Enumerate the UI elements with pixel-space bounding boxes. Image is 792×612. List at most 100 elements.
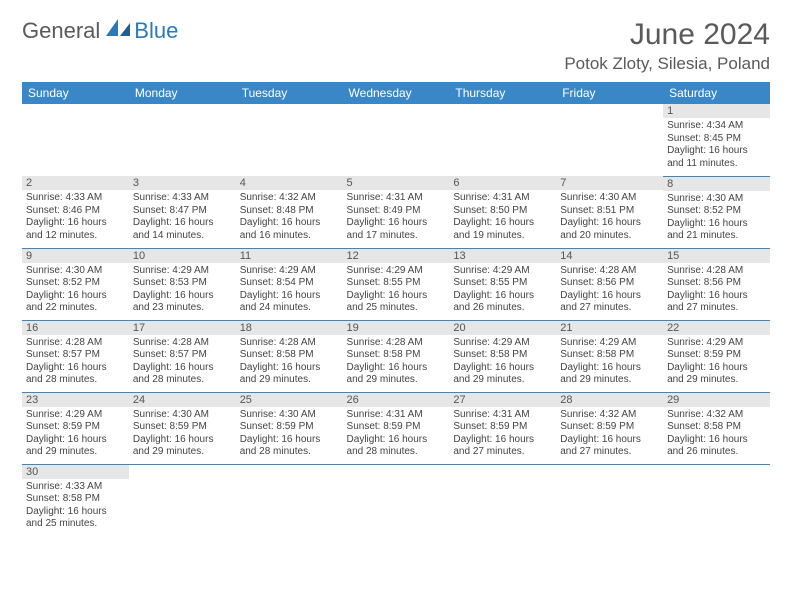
calendar-cell: 11Sunrise: 4:29 AMSunset: 8:54 PMDayligh… — [236, 248, 343, 320]
daylight-text: Daylight: 16 hours — [453, 362, 552, 375]
day-number: 15 — [663, 249, 770, 263]
brand-part1: General — [22, 18, 100, 44]
weekday-header: Tuesday — [236, 82, 343, 104]
daylight-text-2: and 27 minutes. — [667, 302, 766, 315]
day-number: 3 — [129, 176, 236, 190]
daylight-text-2: and 29 minutes. — [667, 374, 766, 387]
brand-logo: General Blue — [22, 18, 178, 44]
calendar-cell: 4Sunrise: 4:32 AMSunset: 8:48 PMDaylight… — [236, 176, 343, 248]
day-details: Sunrise: 4:31 AMSunset: 8:59 PMDaylight:… — [449, 407, 556, 463]
day-number: 16 — [22, 321, 129, 335]
daylight-text: Daylight: 16 hours — [26, 362, 125, 375]
day-number: 4 — [236, 176, 343, 190]
day-number: 20 — [449, 321, 556, 335]
day-details: Sunrise: 4:34 AMSunset: 8:45 PMDaylight:… — [663, 118, 770, 174]
calendar-cell — [236, 104, 343, 176]
calendar-cell: 24Sunrise: 4:30 AMSunset: 8:59 PMDayligh… — [129, 392, 236, 464]
calendar-head: SundayMondayTuesdayWednesdayThursdayFrid… — [22, 82, 770, 104]
daylight-text-2: and 25 minutes. — [26, 518, 125, 531]
day-details: Sunrise: 4:32 AMSunset: 8:48 PMDaylight:… — [236, 190, 343, 246]
month-title: June 2024 — [564, 18, 770, 52]
daylight-text: Daylight: 16 hours — [347, 290, 446, 303]
calendar-cell — [343, 104, 450, 176]
daylight-text-2: and 26 minutes. — [453, 302, 552, 315]
daylight-text-2: and 14 minutes. — [133, 230, 232, 243]
day-details: Sunrise: 4:29 AMSunset: 8:55 PMDaylight:… — [343, 263, 450, 319]
daylight-text-2: and 25 minutes. — [347, 302, 446, 315]
sunset-text: Sunset: 8:52 PM — [26, 277, 125, 290]
daylight-text-2: and 27 minutes. — [560, 446, 659, 459]
sunrise-text: Sunrise: 4:32 AM — [667, 409, 766, 422]
daylight-text: Daylight: 16 hours — [347, 434, 446, 447]
sunset-text: Sunset: 8:56 PM — [560, 277, 659, 290]
day-number: 6 — [449, 176, 556, 190]
daylight-text-2: and 27 minutes. — [453, 446, 552, 459]
weekday-header: Sunday — [22, 82, 129, 104]
sunset-text: Sunset: 8:58 PM — [240, 349, 339, 362]
day-details: Sunrise: 4:33 AMSunset: 8:46 PMDaylight:… — [22, 190, 129, 246]
sunset-text: Sunset: 8:58 PM — [347, 349, 446, 362]
sunrise-text: Sunrise: 4:31 AM — [453, 409, 552, 422]
daylight-text: Daylight: 16 hours — [560, 217, 659, 230]
daylight-text-2: and 29 minutes. — [133, 446, 232, 459]
daylight-text: Daylight: 16 hours — [667, 145, 766, 158]
day-details: Sunrise: 4:29 AMSunset: 8:54 PMDaylight:… — [236, 263, 343, 319]
calendar-cell — [129, 464, 236, 536]
sunrise-text: Sunrise: 4:29 AM — [453, 265, 552, 278]
calendar-cell: 19Sunrise: 4:28 AMSunset: 8:58 PMDayligh… — [343, 320, 450, 392]
header: General Blue June 2024 Potok Zloty, Sile… — [22, 18, 770, 74]
calendar-cell: 20Sunrise: 4:29 AMSunset: 8:58 PMDayligh… — [449, 320, 556, 392]
daylight-text: Daylight: 16 hours — [453, 217, 552, 230]
day-number: 23 — [22, 393, 129, 407]
calendar-cell: 13Sunrise: 4:29 AMSunset: 8:55 PMDayligh… — [449, 248, 556, 320]
day-details: Sunrise: 4:30 AMSunset: 8:52 PMDaylight:… — [22, 263, 129, 319]
daylight-text-2: and 28 minutes. — [26, 374, 125, 387]
calendar-cell — [22, 104, 129, 176]
sunrise-text: Sunrise: 4:28 AM — [133, 337, 232, 350]
calendar-cell: 29Sunrise: 4:32 AMSunset: 8:58 PMDayligh… — [663, 392, 770, 464]
calendar-cell — [663, 464, 770, 536]
sunrise-text: Sunrise: 4:30 AM — [240, 409, 339, 422]
sunrise-text: Sunrise: 4:29 AM — [453, 337, 552, 350]
day-number: 2 — [22, 176, 129, 190]
sunset-text: Sunset: 8:54 PM — [240, 277, 339, 290]
calendar-row: 30Sunrise: 4:33 AMSunset: 8:58 PMDayligh… — [22, 464, 770, 536]
day-details: Sunrise: 4:31 AMSunset: 8:50 PMDaylight:… — [449, 190, 556, 246]
calendar-body: 1Sunrise: 4:34 AMSunset: 8:45 PMDaylight… — [22, 104, 770, 536]
day-details: Sunrise: 4:29 AMSunset: 8:55 PMDaylight:… — [449, 263, 556, 319]
sunrise-text: Sunrise: 4:31 AM — [453, 192, 552, 205]
daylight-text: Daylight: 16 hours — [240, 290, 339, 303]
sunrise-text: Sunrise: 4:33 AM — [133, 192, 232, 205]
daylight-text: Daylight: 16 hours — [347, 362, 446, 375]
weekday-header: Friday — [556, 82, 663, 104]
day-details: Sunrise: 4:33 AMSunset: 8:58 PMDaylight:… — [22, 479, 129, 535]
calendar-cell — [556, 464, 663, 536]
sunrise-text: Sunrise: 4:29 AM — [26, 409, 125, 422]
day-details: Sunrise: 4:30 AMSunset: 8:51 PMDaylight:… — [556, 190, 663, 246]
calendar-cell: 16Sunrise: 4:28 AMSunset: 8:57 PMDayligh… — [22, 320, 129, 392]
daylight-text-2: and 28 minutes. — [347, 446, 446, 459]
sunrise-text: Sunrise: 4:32 AM — [560, 409, 659, 422]
sunset-text: Sunset: 8:48 PM — [240, 205, 339, 218]
sunrise-text: Sunrise: 4:29 AM — [133, 265, 232, 278]
calendar-table: SundayMondayTuesdayWednesdayThursdayFrid… — [22, 82, 770, 536]
sunrise-text: Sunrise: 4:34 AM — [667, 120, 766, 133]
daylight-text: Daylight: 16 hours — [26, 506, 125, 519]
calendar-cell: 21Sunrise: 4:29 AMSunset: 8:58 PMDayligh… — [556, 320, 663, 392]
day-details: Sunrise: 4:32 AMSunset: 8:59 PMDaylight:… — [556, 407, 663, 463]
daylight-text: Daylight: 16 hours — [560, 434, 659, 447]
calendar-cell: 30Sunrise: 4:33 AMSunset: 8:58 PMDayligh… — [22, 464, 129, 536]
sunset-text: Sunset: 8:59 PM — [667, 349, 766, 362]
day-number: 9 — [22, 249, 129, 263]
day-details: Sunrise: 4:29 AMSunset: 8:58 PMDaylight:… — [556, 335, 663, 391]
daylight-text-2: and 29 minutes. — [560, 374, 659, 387]
daylight-text-2: and 17 minutes. — [347, 230, 446, 243]
day-details: Sunrise: 4:30 AMSunset: 8:59 PMDaylight:… — [236, 407, 343, 463]
title-block: June 2024 Potok Zloty, Silesia, Poland — [564, 18, 770, 74]
sunset-text: Sunset: 8:58 PM — [667, 421, 766, 434]
day-number: 25 — [236, 393, 343, 407]
daylight-text: Daylight: 16 hours — [240, 217, 339, 230]
day-details: Sunrise: 4:29 AMSunset: 8:53 PMDaylight:… — [129, 263, 236, 319]
sunrise-text: Sunrise: 4:33 AM — [26, 192, 125, 205]
sunset-text: Sunset: 8:52 PM — [667, 205, 766, 218]
